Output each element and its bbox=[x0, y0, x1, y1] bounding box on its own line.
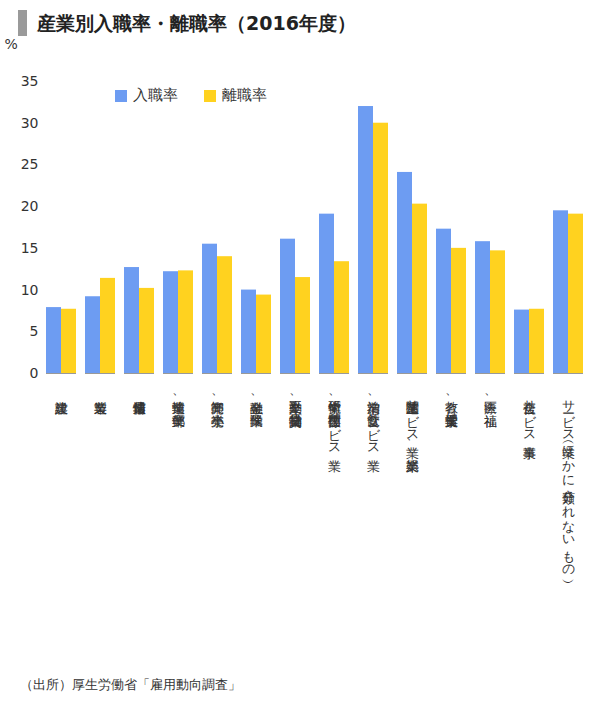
svg-text:宿泊業、飲食サービス業: 宿泊業、飲食サービス業 bbox=[366, 391, 381, 473]
svg-text:建設業: 建設業 bbox=[55, 402, 69, 415]
svg-text:10: 10 bbox=[21, 282, 39, 298]
svg-text:20: 20 bbox=[21, 198, 39, 214]
svg-text:運輸業、郵便業: 運輸業、郵便業 bbox=[171, 391, 186, 428]
svg-text:35: 35 bbox=[21, 73, 39, 89]
svg-text:情報通信業: 情報通信業 bbox=[133, 401, 147, 415]
html-text:（出所）厚生労働省「雇用動向調査」: （出所）厚生労働省「雇用動向調査」 bbox=[20, 677, 241, 692]
svg-text:サービス業（ほかに分類されないもの）: サービス業（ほかに分類されないもの） bbox=[561, 391, 576, 583]
svg-text:0: 0 bbox=[30, 365, 39, 381]
svg-text:教育、学習支援業: 教育、学習支援業 bbox=[444, 391, 459, 428]
svg-text:不動産業、物品賃貸業: 不動産業、物品賃貸業 bbox=[288, 391, 303, 429]
html-text:入職率: 入職率 bbox=[133, 86, 178, 104]
svg-text:生活関連サービス業、娯楽業: 生活関連サービス業、娯楽業 bbox=[405, 391, 420, 473]
html-text:情報通信業: 情報通信業 bbox=[132, 390, 147, 391]
svg-text:複合サービス事業: 複合サービス事業 bbox=[522, 391, 537, 460]
svg-text:15: 15 bbox=[21, 240, 39, 256]
svg-text:金融業、保険業: 金融業、保険業 bbox=[249, 391, 264, 428]
svg-text:医療、福祉: 医療、福祉 bbox=[483, 391, 498, 428]
svg-text:製造業: 製造業 bbox=[94, 402, 107, 415]
html-text:建設業: 建設業 bbox=[54, 390, 69, 391]
svg-text:%: % bbox=[5, 36, 18, 52]
html-text:製造業: 製造業 bbox=[93, 390, 108, 391]
svg-text:5: 5 bbox=[30, 323, 39, 339]
svg-text:学術研究、専門・技術サービス業: 学術研究、専門・技術サービス業 bbox=[327, 391, 342, 473]
svg-text:25: 25 bbox=[21, 156, 39, 172]
html-text:離職率: 離職率 bbox=[222, 86, 267, 104]
html-text:産業別入職率・離職率（2016年度）: 産業別入職率・離職率（2016年度） bbox=[37, 12, 356, 34]
svg-text:30: 30 bbox=[21, 115, 39, 131]
svg-text:卸売業、小売業: 卸売業、小売業 bbox=[210, 391, 225, 428]
